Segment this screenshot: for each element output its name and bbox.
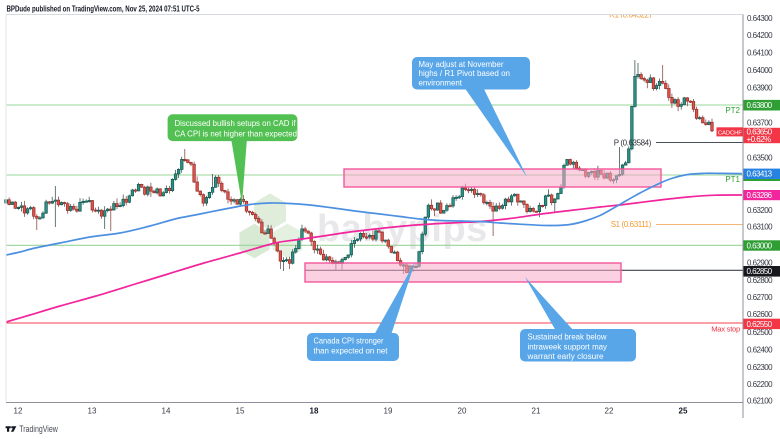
svg-text:0.63500: 0.63500 <box>747 154 773 163</box>
svg-text:0.63700: 0.63700 <box>747 118 773 127</box>
svg-text:0.62100: 0.62100 <box>747 396 773 405</box>
svg-text:0.62700: 0.62700 <box>747 293 773 302</box>
svg-text:0.62500: 0.62500 <box>747 328 773 337</box>
svg-text:0.63000: 0.63000 <box>747 241 773 250</box>
svg-text:0.62800: 0.62800 <box>747 276 773 285</box>
svg-text:19: 19 <box>384 406 393 415</box>
svg-text:PT2: PT2 <box>725 106 740 115</box>
svg-text:15: 15 <box>236 406 245 415</box>
svg-text:12: 12 <box>14 406 23 415</box>
svg-text:0.63200: 0.63200 <box>747 206 773 215</box>
svg-text:0.63413: 0.63413 <box>747 170 773 179</box>
svg-text:Sustained break below: Sustained break below <box>528 333 607 342</box>
svg-text:S1 (0.63111): S1 (0.63111) <box>611 220 652 229</box>
svg-text:PT1: PT1 <box>725 175 740 184</box>
svg-text:0.63100: 0.63100 <box>747 223 773 232</box>
svg-text:0.62550: 0.62550 <box>747 320 773 329</box>
svg-text:0.63900: 0.63900 <box>747 84 773 93</box>
svg-text:0.64100: 0.64100 <box>747 49 773 58</box>
svg-text:0.62300: 0.62300 <box>747 363 773 372</box>
svg-text:25: 25 <box>679 406 688 415</box>
svg-text:0.62600: 0.62600 <box>747 310 773 319</box>
svg-text:0.62900: 0.62900 <box>747 259 773 268</box>
svg-text:0.62850: 0.62850 <box>747 267 773 276</box>
svg-text:18: 18 <box>310 406 319 415</box>
svg-text:intraweek support may: intraweek support may <box>528 342 608 351</box>
svg-text:21: 21 <box>532 406 541 415</box>
svg-text:CA CPI is net higher than expe: CA CPI is net higher than expected <box>175 130 298 139</box>
svg-text:0.62400: 0.62400 <box>747 345 773 354</box>
svg-text:20: 20 <box>458 406 467 415</box>
svg-text:BPDude published on TradingVie: BPDude published on TradingView.com, Nov… <box>7 5 200 14</box>
svg-text:0.62200: 0.62200 <box>747 380 773 389</box>
svg-text:highs / R1 Pivot based on: highs / R1 Pivot based on <box>419 69 511 78</box>
svg-text:Canada CPI stronger: Canada CPI stronger <box>314 337 384 346</box>
svg-text:May adjust at November: May adjust at November <box>419 60 504 69</box>
svg-text:0.64200: 0.64200 <box>747 31 773 40</box>
svg-text:0.63650: 0.63650 <box>747 128 773 137</box>
svg-text:warrant early closure: warrant early closure <box>526 352 604 361</box>
svg-text:R1 (0.64322): R1 (0.64322) <box>609 11 652 20</box>
svg-text:0.63800: 0.63800 <box>747 101 773 110</box>
svg-text:0.64000: 0.64000 <box>747 66 773 75</box>
svg-text:14: 14 <box>162 406 171 415</box>
svg-text:P (0.63584): P (0.63584) <box>614 138 652 147</box>
svg-text:environment: environment <box>419 79 463 88</box>
svg-text:TradingView: TradingView <box>19 424 58 434</box>
svg-text:Max stop: Max stop <box>711 325 740 334</box>
svg-text:Discussed bullish setups on CA: Discussed bullish setups on CAD if <box>175 119 297 128</box>
svg-text:+0.62%: +0.62% <box>747 135 771 144</box>
svg-text:CADCHF: CADCHF <box>718 130 742 136</box>
svg-text:babypips: babypips <box>317 208 488 250</box>
svg-text:0.64300: 0.64300 <box>747 14 773 23</box>
svg-text:13: 13 <box>88 406 97 415</box>
svg-text:0.63286: 0.63286 <box>747 191 773 200</box>
svg-text:22: 22 <box>605 406 614 415</box>
svg-text:than expected on net: than expected on net <box>314 346 389 355</box>
